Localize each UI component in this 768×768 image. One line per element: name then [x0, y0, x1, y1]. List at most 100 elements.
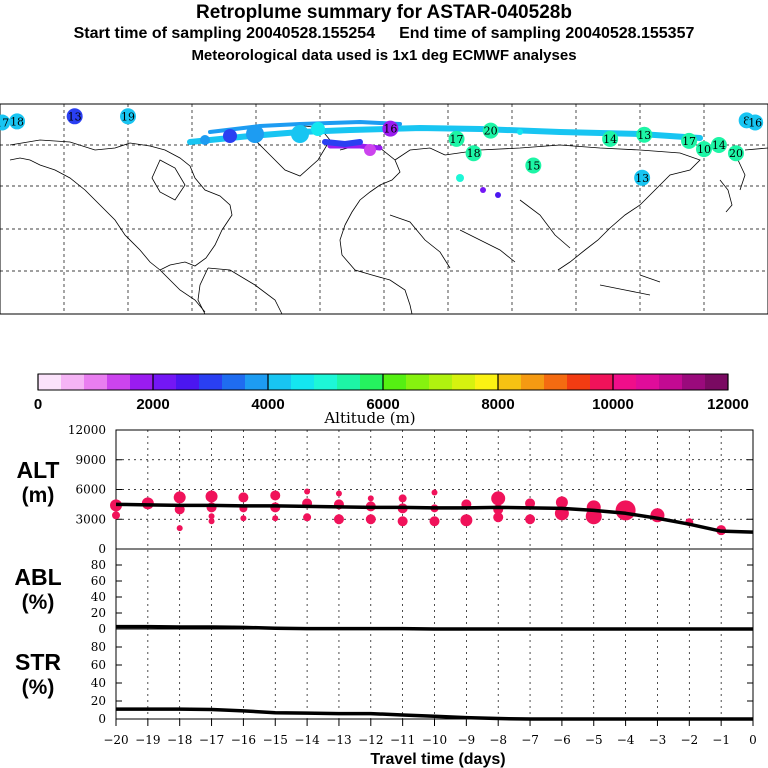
colorbar-cell	[337, 374, 361, 390]
x-tick-label: −11	[390, 733, 415, 747]
colorbar-cell	[383, 374, 407, 390]
plume-dot	[223, 129, 237, 143]
colorbar-cell	[682, 374, 706, 390]
alt-marker	[525, 498, 536, 509]
x-tick-label: −1	[712, 733, 730, 747]
y-tick-label: 80	[91, 640, 106, 654]
alt-marker	[365, 514, 376, 525]
x-tick-label: −4	[617, 733, 635, 747]
x-tick-label: −8	[489, 733, 507, 747]
alt-marker	[493, 512, 504, 523]
colorbar-cell	[452, 374, 476, 390]
plume-dot	[364, 144, 376, 156]
map-time-dot	[696, 141, 712, 158]
colorbar-tick-label: 8000	[481, 396, 514, 413]
alt-label: ALT	[16, 457, 59, 483]
x-tick-label: −2	[680, 733, 698, 747]
map-time-dot	[681, 132, 698, 149]
colorbar-cell	[613, 374, 637, 390]
x-tick-label: −7	[521, 733, 539, 747]
colorbar-xlabel: Altitude (m)	[323, 409, 415, 427]
coast-alaska-e	[744, 147, 768, 151]
plume-dot	[495, 192, 501, 198]
map-time-label: 13	[68, 110, 82, 123]
map-time-dot	[710, 137, 727, 153]
alt-marker	[240, 515, 247, 522]
map-time-label: 18	[10, 115, 24, 128]
x-tick-label: −6	[553, 733, 571, 747]
alt-marker	[270, 490, 281, 501]
x-tick-label: −19	[135, 733, 160, 747]
y-tick-label: 20	[91, 694, 106, 708]
colorbar-cell	[521, 374, 545, 390]
start-time-label: Start time of sampling 20040528.155254	[73, 25, 376, 42]
colorbar-tick-label: 10000	[592, 396, 634, 413]
coast-kamchatka	[737, 159, 746, 191]
alt-marker	[525, 514, 536, 525]
y-tick-label: 60	[91, 658, 106, 672]
map-time-label: 20	[729, 147, 743, 160]
plume-track-upper	[208, 119, 402, 134]
plume-dot	[291, 125, 309, 143]
x-axis-ticks: −20 −19 −18 −17 −16 −15 −14 −13 −12 −11 −10 −9 −8 −7−…	[103, 719, 757, 747]
alt-marker	[272, 515, 279, 522]
colorbar-cell	[61, 374, 85, 390]
alt-marker	[615, 500, 636, 521]
x-tick-label: 0	[749, 733, 757, 747]
alt-marker	[555, 496, 568, 509]
colorbar-cell	[222, 374, 246, 390]
alt-marker	[176, 525, 183, 532]
alt-series-line	[115, 502, 754, 534]
x-tick-label: −15	[263, 733, 288, 747]
y-tick-label: 0	[98, 622, 106, 636]
map-time-label: 17	[0, 116, 9, 129]
map-time-dot	[465, 145, 482, 162]
coast-hudson-bay	[151, 159, 186, 201]
coastlines	[9, 123, 768, 315]
alt-marker	[304, 488, 311, 495]
map-time-label: 8	[743, 114, 750, 127]
y-tick-label: 6000	[75, 483, 106, 497]
map-time-dot	[747, 114, 764, 131]
altitude-colorbar: 0 2000 4000 6000 8000 10000 12000 Altitude (m)	[34, 373, 749, 427]
alt-marker	[431, 489, 438, 496]
alt-marker	[398, 494, 407, 503]
str-unit-label: (%)	[22, 676, 55, 699]
map-time-dot	[66, 108, 83, 125]
coast-japan	[719, 179, 733, 213]
map-time-label: 17	[682, 135, 696, 148]
colorbar-cell	[107, 374, 131, 390]
map-time-labels: 1718131917182015141317101420816109101314…	[0, 108, 764, 186]
map-time-label: 15	[526, 160, 540, 173]
y-tick-label: 40	[91, 590, 106, 604]
coast-greenland	[249, 123, 331, 177]
x-tick-label: −16	[231, 733, 256, 747]
plume-track-blue	[322, 139, 363, 148]
panel-gridlines	[147, 430, 722, 719]
alt-markers	[110, 488, 727, 536]
colorbar-cell	[291, 374, 315, 390]
colorbar-cell	[544, 374, 568, 390]
map-time-label: 19	[121, 110, 135, 123]
colorbar-tick-label: 2000	[136, 396, 169, 413]
colorbar-cell	[153, 374, 177, 390]
colorbar-cell	[429, 374, 453, 390]
panel-y-ticks: 0 3000 6000 9000 12000 0 20 40 60 80 0 20 40 60 80	[68, 423, 753, 726]
colorbar-cell	[245, 374, 269, 390]
y-tick-label: 0	[98, 712, 106, 726]
colorbar-cell	[130, 374, 154, 390]
map-time-label: 14	[603, 133, 617, 146]
alt-unit-label: (m)	[22, 484, 55, 507]
colorbar-cell	[475, 374, 499, 390]
map-time-dot	[602, 130, 619, 147]
alt-marker	[429, 516, 440, 527]
map-time-label: 20	[484, 125, 498, 138]
map-time-dot	[120, 108, 136, 125]
colorbar-cell	[84, 374, 108, 390]
x-tick-label: −13	[326, 733, 351, 747]
abl-unit-label: (%)	[22, 591, 55, 614]
map-time-label: 13	[637, 129, 651, 142]
alt-marker	[333, 514, 344, 525]
